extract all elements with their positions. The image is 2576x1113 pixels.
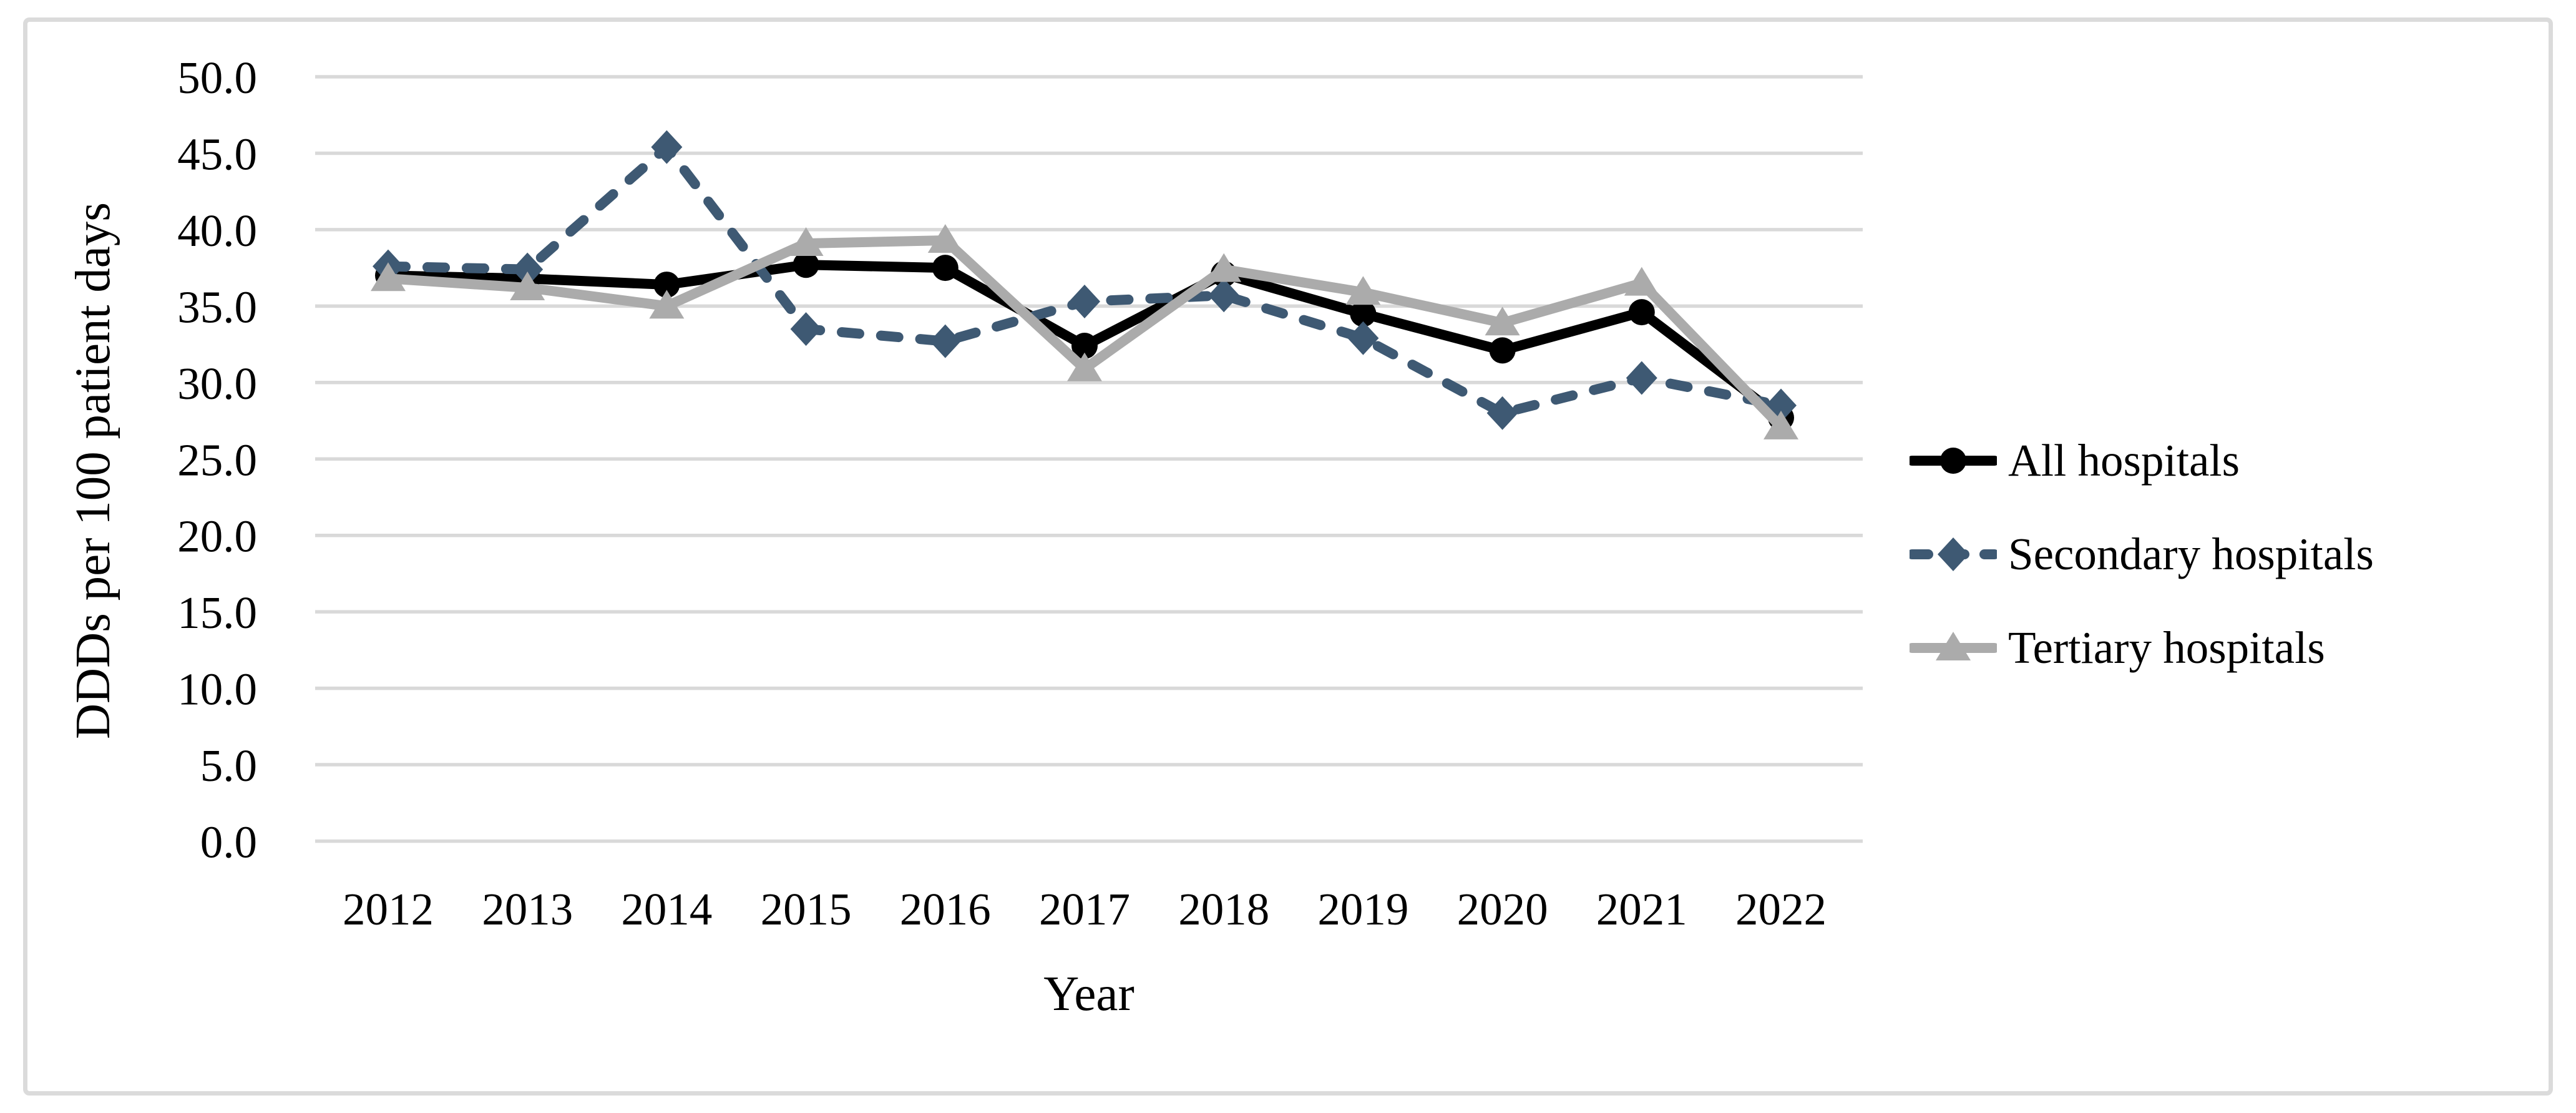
y-tick-label: 5.0 xyxy=(200,740,257,791)
x-tick-label: 2014 xyxy=(621,884,712,934)
legend-sample-marker xyxy=(1940,448,1966,474)
series-marker-all-hospitals-2021 xyxy=(1628,299,1655,326)
series-marker-tertiary-hospitals-2015 xyxy=(788,227,824,256)
series-marker-tertiary-hospitals-2020 xyxy=(1485,306,1520,336)
series-marker-all-hospitals-2015 xyxy=(793,252,819,278)
legend-item-secondary-hospitals: Secondary hospitals xyxy=(1910,507,2374,601)
series-marker-tertiary-hospitals-2013 xyxy=(510,271,545,300)
series-marker-all-hospitals-2014 xyxy=(653,272,680,298)
series-marker-secondary-hospitals-2020 xyxy=(1486,396,1518,430)
series-marker-tertiary-hospitals-2014 xyxy=(649,290,685,319)
series-marker-all-hospitals-2019 xyxy=(1350,300,1377,327)
legend-label: Secondary hospitals xyxy=(2008,529,2374,579)
x-tick-label: 2019 xyxy=(1317,884,1408,934)
legend-sample-line-icon xyxy=(1910,537,1997,571)
series-marker-tertiary-hospitals-2018 xyxy=(1206,253,1242,282)
y-axis-title: DDDs per 100 patient days xyxy=(66,202,120,740)
series-marker-tertiary-hospitals-2021 xyxy=(1624,267,1659,296)
series-marker-secondary-hospitals-2018 xyxy=(1208,278,1240,313)
legend-sample-line-icon xyxy=(1910,448,1997,474)
series-marker-secondary-hospitals-2017 xyxy=(1069,285,1100,319)
series-marker-all-hospitals-2020 xyxy=(1489,337,1516,364)
series-marker-secondary-hospitals-2015 xyxy=(790,312,822,346)
legend-label: Tertiary hospitals xyxy=(2008,622,2325,673)
y-tick-label: 40.0 xyxy=(177,205,257,256)
series-marker-secondary-hospitals-2013 xyxy=(512,252,544,287)
series-marker-tertiary-hospitals-2012 xyxy=(371,262,406,292)
x-tick-label: 2013 xyxy=(482,884,573,934)
series-marker-tertiary-hospitals-2019 xyxy=(1345,276,1381,305)
legend-item-tertiary-hospitals: Tertiary hospitals xyxy=(1910,601,2374,695)
legend-sample-marker xyxy=(1936,632,1971,660)
series-marker-secondary-hospitals-2019 xyxy=(1347,321,1379,355)
y-tick-label: 20.0 xyxy=(177,511,257,562)
legend-item-all-hospitals: All hospitals xyxy=(1910,414,2374,507)
series-marker-tertiary-hospitals-2017 xyxy=(1067,352,1102,381)
legend-label: All hospitals xyxy=(2008,435,2240,486)
legend-sample-marker xyxy=(1938,537,1969,571)
y-tick-label: 50.0 xyxy=(177,52,257,103)
x-tick-label: 2022 xyxy=(1735,884,1827,934)
series-marker-all-hospitals-2016 xyxy=(932,255,959,282)
y-tick-label: 45.0 xyxy=(177,129,257,179)
y-tick-label: 15.0 xyxy=(177,587,257,638)
x-tick-label: 2015 xyxy=(761,884,852,934)
y-tick-label: 10.0 xyxy=(177,664,257,715)
series-marker-all-hospitals-2017 xyxy=(1071,333,1098,360)
legend: All hospitals Secondary hospitals Tertia… xyxy=(1910,414,2374,695)
x-tick-label: 2021 xyxy=(1596,884,1687,934)
x-axis-title: Year xyxy=(1043,967,1134,1021)
y-tick-label: 35.0 xyxy=(177,282,257,332)
y-tick-label: 25.0 xyxy=(177,434,257,485)
y-tick-label: 0.0 xyxy=(200,817,257,868)
series-marker-tertiary-hospitals-2022 xyxy=(1764,410,1798,439)
x-tick-label: 2016 xyxy=(900,884,991,934)
series-marker-secondary-hospitals-2021 xyxy=(1626,361,1657,395)
x-tick-label: 2020 xyxy=(1457,884,1548,934)
y-tick-label: 30.0 xyxy=(177,358,257,409)
legend-sample-line-icon xyxy=(1910,632,1997,660)
x-tick-label: 2017 xyxy=(1039,884,1130,934)
series-marker-tertiary-hospitals-2016 xyxy=(927,224,963,253)
x-tick-label: 2012 xyxy=(343,884,434,934)
series-marker-secondary-hospitals-2014 xyxy=(651,130,683,164)
series-marker-secondary-hospitals-2016 xyxy=(929,324,961,358)
x-tick-label: 2018 xyxy=(1178,884,1269,934)
